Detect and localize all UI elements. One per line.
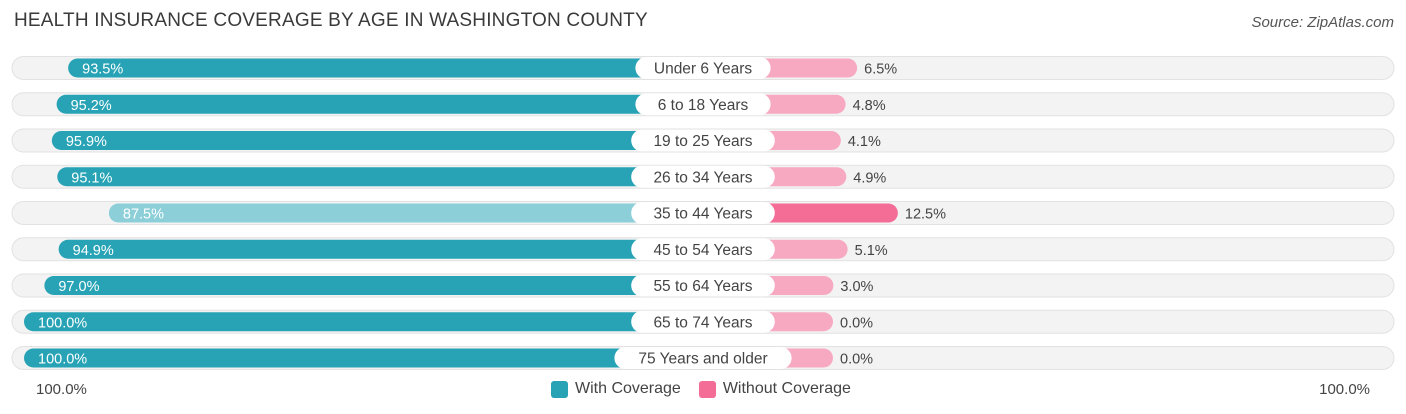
category-pill — [631, 274, 775, 297]
with-coverage-bar — [57, 167, 704, 187]
category-pill — [614, 347, 792, 369]
with-coverage-bar — [68, 58, 703, 78]
with-coverage-value-label: 87.5% — [123, 207, 164, 223]
with-coverage-value-label: 100.0% — [38, 315, 87, 331]
category-label: 45 to 54 Years — [653, 242, 752, 259]
with-coverage-value-label: 93.5% — [82, 62, 123, 78]
without-coverage-value-label: 6.5% — [864, 62, 897, 78]
with-coverage-bar — [58, 239, 703, 259]
with-coverage-bar — [51, 131, 704, 150]
category-pill — [631, 238, 775, 261]
category-label: Under 6 Years — [654, 61, 752, 78]
without-coverage-value-label: 0.0% — [840, 352, 873, 368]
without-coverage-value-label: 4.1% — [848, 134, 881, 150]
chart-title: HEALTH INSURANCE COVERAGE BY AGE IN WASH… — [14, 10, 648, 31]
axis-left-label: 100.0% — [36, 381, 87, 398]
without-coverage-swatch — [698, 380, 716, 398]
category-pill — [635, 93, 771, 116]
without-coverage-value-label: 3.0% — [840, 279, 873, 295]
legend-item-without-coverage: Without Coverage — [698, 380, 851, 398]
category-label: 55 to 64 Years — [653, 278, 752, 295]
with-coverage-bar — [44, 276, 704, 295]
with-coverage-value-label: 95.9% — [66, 134, 107, 150]
category-label: 35 to 44 Years — [653, 206, 752, 223]
without-coverage-value-label: 12.5% — [905, 207, 946, 223]
without-coverage-value-label: 5.1% — [855, 243, 888, 259]
with-coverage-swatch — [551, 380, 568, 398]
category-label: 26 to 34 Years — [653, 169, 752, 186]
with-coverage-value-label: 94.9% — [73, 243, 114, 259]
axis-right-label: 100.0% — [1319, 381, 1370, 398]
without-coverage-value-label: 4.8% — [853, 98, 886, 114]
category-label: 19 to 25 Years — [653, 133, 752, 150]
category-pill — [631, 310, 775, 333]
category-pill — [631, 129, 775, 152]
legend-with-label: With Coverage — [575, 380, 681, 397]
with-coverage-bar — [56, 94, 704, 114]
with-coverage-bar — [24, 312, 703, 332]
category-label: 65 to 74 Years — [653, 314, 752, 331]
without-coverage-value-label: 4.9% — [853, 170, 886, 186]
legend-item-with-coverage: With Coverage — [551, 380, 681, 398]
category-pill — [631, 202, 775, 224]
legend: With Coverage Without Coverage — [551, 380, 869, 398]
category-label: 75 Years and older — [638, 351, 767, 368]
without-coverage-value-label: 0.0% — [840, 315, 873, 331]
with-coverage-value-label: 97.0% — [58, 279, 99, 295]
with-coverage-bar — [108, 203, 703, 223]
legend-without-label: Without Coverage — [722, 380, 851, 397]
category-pill — [635, 57, 771, 79]
with-coverage-value-label: 95.2% — [71, 98, 112, 114]
coverage-chart: 93.5% Under 6 Years 6.5% 95.2% 6 to 18 Years… — [11, 56, 1395, 370]
with-coverage-value-label: 95.1% — [71, 170, 112, 186]
category-label: 6 to 18 Years — [658, 97, 749, 114]
with-coverage-value-label: 100.0% — [38, 352, 87, 368]
with-coverage-bar — [24, 348, 703, 368]
source-attribution: Source: ZipAtlas.com — [1251, 14, 1394, 31]
category-pill — [631, 165, 775, 188]
